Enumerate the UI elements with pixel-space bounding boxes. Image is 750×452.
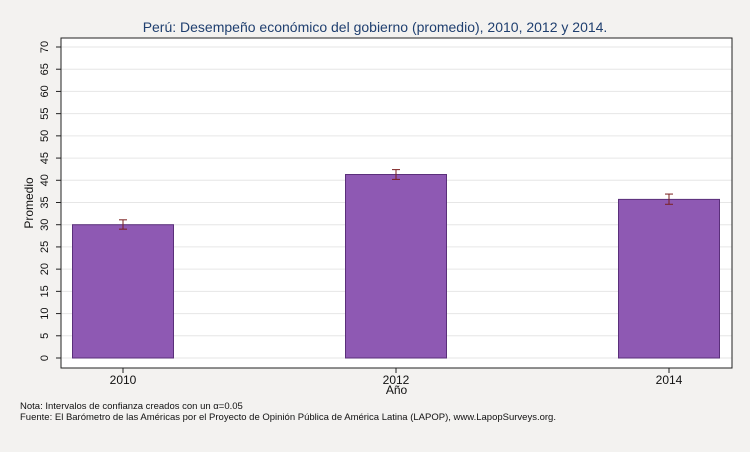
y-tick-label-70: 70 xyxy=(39,41,51,53)
y-tick-label-15: 15 xyxy=(39,285,51,297)
confidence-note: Nota: Intervalos de confianza creados co… xyxy=(20,401,243,412)
y-tick-label-30: 30 xyxy=(39,219,51,231)
y-tick-label-65: 65 xyxy=(39,63,51,75)
x-tick-label-2010: 2010 xyxy=(110,373,137,387)
y-tick-label-50: 50 xyxy=(39,130,51,142)
y-tick-label-5: 5 xyxy=(39,333,51,339)
x-tick-label-2014: 2014 xyxy=(656,373,683,387)
y-tick-label-20: 20 xyxy=(39,263,51,275)
y-tick-label-55: 55 xyxy=(39,108,51,120)
bar-2014 xyxy=(618,198,720,359)
y-tick-label-0: 0 xyxy=(39,355,51,361)
bar-2012 xyxy=(345,174,447,359)
x-tick-label-2012: 2012 xyxy=(383,373,410,387)
chart-title: Perú: Desempeño económico del gobierno (… xyxy=(142,19,608,35)
y-tick-label-45: 45 xyxy=(39,152,51,164)
y-tick-label-40: 40 xyxy=(39,174,51,186)
y-tick-label-10: 10 xyxy=(39,307,51,319)
source-note: Fuente: El Barómetro de las Américas por… xyxy=(20,412,556,423)
y-axis-label: Promedio xyxy=(22,177,36,229)
bar-2010 xyxy=(72,224,174,359)
y-tick-label-35: 35 xyxy=(39,196,51,208)
x-axis-label: Año xyxy=(386,383,408,397)
y-tick-label-60: 60 xyxy=(39,85,51,97)
y-tick-label-25: 25 xyxy=(39,241,51,253)
